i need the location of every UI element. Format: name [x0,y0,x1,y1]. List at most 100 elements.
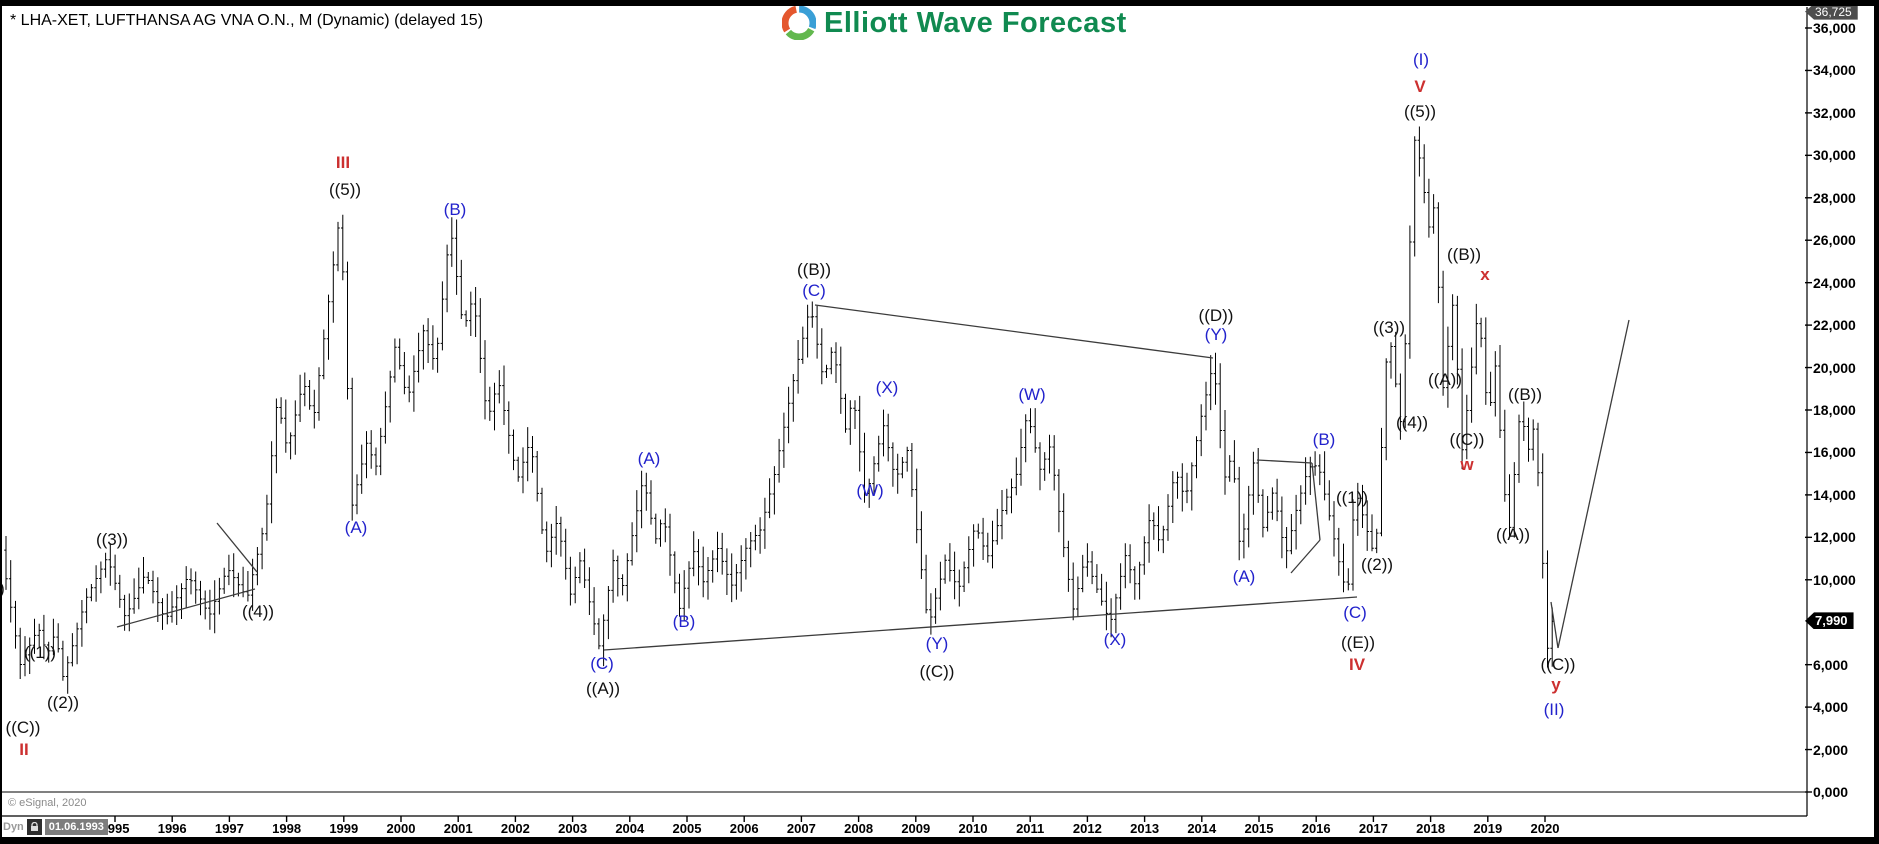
brand-logo-text: Elliott Wave Forecast [824,6,1127,39]
high-price-tag: 36,725 [1805,3,1858,20]
wave-label: (C) [1343,603,1367,622]
year-axis-label: 2010 [958,821,988,836]
last-price-tag: 7,990 [1805,612,1854,630]
price-axis-label: 4,000 [1813,699,1849,716]
wave-label: ((A)) [1428,370,1462,389]
price-axis-label: 24,000 [1813,274,1856,291]
wave-label: (X) [1103,630,1127,649]
copyright-note: © eSignal, 2020 [8,797,87,809]
year-axis-label: 2001 [443,821,473,836]
window-border-bottom [0,837,1879,844]
year-axis-label: 2013 [1130,821,1160,836]
price-axis-label: 32,000 [1813,104,1856,121]
wave-label: ((4)) [1395,413,1429,432]
footer-controls: Dyn 01.06.1993 [3,818,108,836]
price-axis-label: 34,000 [1813,62,1856,79]
window-border-top [0,0,1879,6]
wave-label: ((C)) [5,718,41,737]
year-axis-label: 2012 [1072,821,1102,836]
year-axis-label: 2007 [786,821,816,836]
wave-label: (A) [344,518,368,537]
year-axis-label: 1998 [272,821,302,836]
wave-label: ((C)) [1449,430,1485,449]
wave-label: ((2)) [1360,555,1394,574]
wave-label: IV [1348,655,1366,674]
window-border-left [0,0,2,844]
year-axis-label: 2003 [558,821,588,836]
price-axis-label: 26,000 [1813,232,1856,249]
series-start-date[interactable]: 01.06.1993 [44,819,108,835]
year-axis-label: 2002 [500,821,530,836]
price-axis-label: 2,000 [1813,741,1849,758]
wave-label: ((5)) [328,180,362,199]
brand-logo: Elliott Wave Forecast [782,6,1127,40]
year-axis-label: 2009 [901,821,931,836]
year-axis-label: 1997 [214,821,244,836]
wave-label: ((B)) [1508,385,1542,404]
wave-label: (A) [1232,567,1256,586]
wave-label: (B) [443,200,467,219]
year-axis-label: 2018 [1416,821,1446,836]
wave-label: ((B)) [1447,245,1481,264]
wave-label: (A) [637,449,661,468]
year-axis-label: 1996 [157,821,187,836]
wave-label: (Y) [925,634,949,653]
price-axis-label: 20,000 [1813,359,1856,376]
wave-label: ((E)) [1341,633,1375,652]
wave-label: ((A)) [586,679,620,698]
wave-label: (B) [1312,430,1336,449]
wave-label: (Y) [1204,325,1228,344]
wave-label: II [19,740,29,759]
wave-label: w [1460,455,1474,474]
year-axis-label: 2006 [729,821,759,836]
padlock-icon[interactable] [26,819,42,835]
wave-label: (W) [856,481,884,500]
wave-label: ((2)) [46,693,80,712]
year-axis-label: 2008 [844,821,874,836]
year-axis-label: 2017 [1358,821,1388,836]
price-axis-label: 30,000 [1813,147,1856,164]
wave-label: ((C)) [1540,655,1576,674]
wave-label: (W) [1018,385,1046,404]
year-axis-label: 2004 [615,821,645,836]
year-axis-label: 2016 [1301,821,1331,836]
dyn-mode-label[interactable]: Dyn [3,821,24,833]
chart-title: * LHA-XET, LUFTHANSA AG VNA O.N., M (Dyn… [10,12,484,29]
year-axis-label: 2005 [672,821,702,836]
wave-label: ((A)) [1496,525,1530,544]
price-axis-label: 18,000 [1813,402,1856,418]
price-axis-label: 16,000 [1813,444,1856,461]
wave-label: ) [0,579,5,599]
price-axis-label: 12,000 [1813,529,1856,546]
price-axis-label: 36,000 [1813,20,1856,36]
brand-logo-icon [782,6,816,40]
year-axis-label: 2000 [386,821,416,836]
year-axis-label: 1999 [329,821,359,836]
wave-label: y [1551,675,1561,694]
wave-label: ((3)) [95,530,129,549]
price-axis-label: 10,000 [1813,571,1856,588]
wave-label: x [1480,265,1490,284]
year-axis-label: 2014 [1187,821,1217,836]
price-axis-label: 0,000 [1813,784,1849,800]
wave-label: III [335,153,351,172]
price-axis-label: 28,000 [1813,189,1856,206]
wave-label: ((1)) [1335,488,1369,507]
wave-label: (II) [1543,700,1565,719]
wave-label: ((5)) [1403,102,1437,121]
window-border-right [1874,0,1879,844]
year-axis-label: 2011 [1016,821,1045,836]
wave-label: V [1414,77,1426,96]
wave-label: (I) [1412,50,1430,69]
wave-label: ((B)) [797,260,831,279]
price-axis-label: 14,000 [1813,486,1856,503]
price-axis-label: 22,000 [1813,317,1856,334]
wave-label: ((4)) [241,602,275,621]
wave-label: (B) [672,612,696,631]
wave-label: (C) [590,654,614,673]
wave-label: (X) [875,378,899,397]
wave-label: ((3)) [1372,318,1406,337]
wave-label: ((C)) [919,662,955,681]
